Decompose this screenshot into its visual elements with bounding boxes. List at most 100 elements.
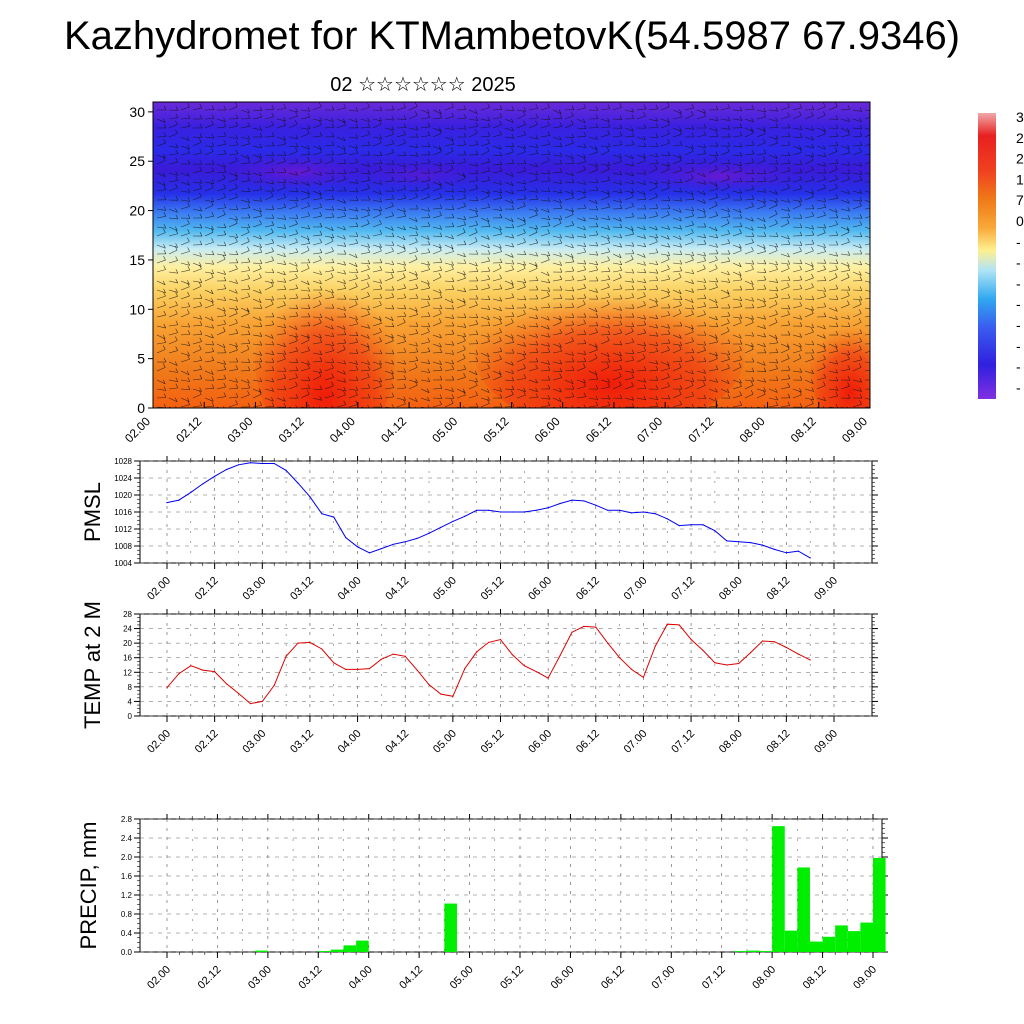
wind-barb <box>835 220 838 225</box>
wind-barb <box>420 370 430 374</box>
wind-barb <box>835 330 839 336</box>
wind-barb <box>408 351 418 354</box>
wind-barb <box>696 268 706 273</box>
wind-barb <box>756 316 766 320</box>
wind-barb <box>463 336 466 341</box>
wind-barb <box>583 165 586 170</box>
wind-barb <box>780 378 790 381</box>
wind-barb <box>703 403 707 408</box>
wind-barb <box>840 316 850 320</box>
data-point <box>809 557 811 559</box>
x-tick-label: 08.00 <box>737 414 768 445</box>
wind-barb <box>523 374 527 379</box>
wind-barb <box>714 201 718 206</box>
wind-barb <box>288 340 298 345</box>
wind-barb <box>691 355 695 361</box>
wind-barb <box>828 379 838 382</box>
wind-barb <box>708 135 718 138</box>
data-point <box>345 668 347 670</box>
wind-barb <box>523 387 526 392</box>
wind-barb <box>576 169 586 174</box>
y-tick-label: 2.4 <box>121 834 133 843</box>
wind-barb <box>672 404 682 408</box>
wind-barb <box>750 345 754 350</box>
wind-barb <box>559 367 563 372</box>
wind-barb <box>859 147 862 153</box>
wind-barb <box>271 105 275 110</box>
wind-barb <box>192 107 202 111</box>
x-tick-label: 04.12 <box>383 575 411 603</box>
wind-barb <box>475 212 479 217</box>
data-point <box>416 669 418 671</box>
wind-barb <box>732 334 742 339</box>
x-tick-label: 03.12 <box>296 964 324 992</box>
wind-barb <box>396 215 406 219</box>
wind-barb <box>624 109 634 113</box>
wind-barb <box>775 134 779 140</box>
wind-barb <box>732 118 742 121</box>
wind-barb <box>199 184 202 189</box>
wind-barb <box>756 199 766 203</box>
wind-barb <box>823 211 826 216</box>
wind-barb <box>487 315 490 321</box>
wind-barb <box>204 397 214 402</box>
wind-barb <box>492 376 502 381</box>
wind-barb <box>799 387 802 393</box>
wind-barb <box>523 363 526 369</box>
wind-barb <box>450 164 454 170</box>
wind-barb <box>660 376 670 381</box>
wind-barb <box>864 243 870 246</box>
data-point <box>583 500 585 502</box>
wind-barb <box>480 217 490 223</box>
wind-barb <box>655 301 658 306</box>
wind-barb <box>678 363 682 368</box>
wind-barb <box>240 394 250 399</box>
wind-barb <box>528 179 538 183</box>
wind-barb <box>631 212 635 217</box>
wind-barb <box>564 214 574 219</box>
data-point <box>797 550 799 552</box>
wind-barb <box>516 334 526 339</box>
wind-barb <box>432 361 442 365</box>
wind-barb <box>600 196 610 201</box>
wind-barb <box>780 144 790 147</box>
wind-barb <box>415 274 418 279</box>
wind-barb <box>708 197 718 201</box>
wind-barb <box>367 211 370 216</box>
wind-barb <box>780 262 790 265</box>
wind-barb <box>480 180 490 183</box>
wind-barb <box>595 374 599 380</box>
wind-barb <box>744 393 754 399</box>
wind-barb <box>552 136 562 141</box>
wind-barb <box>708 159 718 165</box>
x-tick-label: 08.00 <box>717 728 745 756</box>
wind-barb <box>235 384 239 389</box>
wind-barb <box>835 346 839 352</box>
wind-barb <box>319 385 323 390</box>
wind-barb <box>492 278 502 282</box>
wind-barb <box>259 332 263 337</box>
wind-barb <box>619 217 622 222</box>
data-point <box>356 668 359 670</box>
wind-barb <box>750 389 754 395</box>
wind-barb <box>475 285 479 290</box>
wind-barb <box>636 190 646 196</box>
wind-barb <box>660 163 670 167</box>
wind-barb <box>684 307 694 310</box>
wind-barb <box>847 365 851 370</box>
wind-barb <box>787 166 791 172</box>
x-tick-label: 06.12 <box>583 414 614 445</box>
wind-barb <box>499 393 503 399</box>
wind-barb <box>636 304 646 309</box>
wind-barb <box>414 397 418 402</box>
wind-barb <box>295 346 299 352</box>
wind-barb <box>684 199 695 201</box>
wind-barb <box>318 406 321 408</box>
wind-barb <box>804 226 814 230</box>
wind-barb <box>588 405 598 408</box>
x-tick-label: 07.00 <box>649 964 677 992</box>
wind-barb <box>475 220 478 225</box>
wind-barb <box>552 253 562 257</box>
wind-barb <box>187 309 190 314</box>
